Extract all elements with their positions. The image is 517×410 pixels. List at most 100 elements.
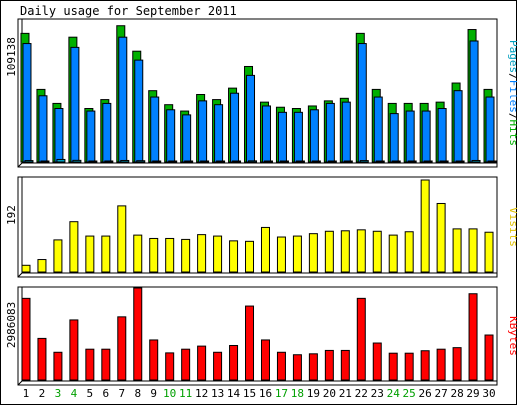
visits-bar-11 — [181, 238, 191, 273]
kbytes-bar-26 — [420, 350, 430, 381]
kbytes-bar-9 — [149, 339, 159, 381]
visits-bar-20 — [324, 230, 334, 273]
pages-bar-21 — [343, 160, 353, 163]
kbytes-bar-2 — [37, 337, 47, 381]
kbytes-bar-1 — [21, 297, 31, 381]
axis-label-2: KBytes — [507, 316, 517, 356]
visits-bar-4 — [69, 221, 79, 273]
kbytes-bar-13 — [213, 351, 223, 381]
x-tick-label-6: 6 — [103, 387, 110, 400]
files-bar-30 — [485, 96, 495, 163]
pages-bar-1 — [24, 160, 34, 163]
visits-bar-16 — [260, 226, 270, 273]
files-bar-17 — [277, 111, 287, 163]
x-tick-label-24: 24 — [387, 387, 401, 400]
kbytes-bar-18 — [292, 354, 302, 381]
kbytes-bar-3 — [53, 351, 63, 381]
kbytes-bar-22 — [356, 297, 366, 381]
axis-label-part-1: Pages — [507, 40, 517, 73]
pages-bar-19 — [311, 160, 321, 163]
pages-bar-14 — [232, 160, 242, 163]
files-bar-13 — [214, 104, 224, 163]
visits-bar-27 — [436, 202, 446, 273]
files-bar-19 — [309, 109, 319, 163]
visits-bar-25 — [404, 231, 414, 273]
visits-bar-15 — [245, 240, 255, 273]
kbytes-bar-23 — [372, 342, 382, 381]
visits-bar-28 — [452, 228, 462, 273]
kbytes-bar-21 — [340, 349, 350, 381]
x-tick-label-27: 27 — [434, 387, 447, 400]
files-bar-2 — [38, 95, 48, 163]
kbytes-bar-6 — [101, 348, 111, 381]
files-bar-4 — [70, 46, 80, 163]
panel-frame-3 — [17, 286, 498, 386]
visits-bar-17 — [276, 236, 286, 273]
panel-frame-2 — [17, 176, 498, 278]
visits-bar-22 — [356, 229, 366, 273]
x-tick-label-2: 2 — [39, 387, 46, 400]
files-bar-22 — [357, 43, 367, 163]
visits-bar-7 — [117, 205, 127, 273]
kbytes-bar-19 — [308, 353, 318, 381]
kbytes-bar-24 — [388, 352, 398, 381]
pages-bar-5 — [88, 160, 98, 163]
pages-bar-16 — [263, 160, 273, 163]
files-bar-25 — [405, 110, 415, 163]
chart-title: Daily usage for September 2011 — [20, 4, 237, 18]
pages-bar-10 — [168, 160, 178, 163]
x-tick-label-16: 16 — [259, 387, 272, 400]
files-bar-26 — [421, 110, 431, 163]
pages-bar-4 — [72, 159, 82, 163]
kbytes-bar-27 — [436, 348, 446, 381]
visits-bar-19 — [308, 233, 318, 273]
x-tick-label-22: 22 — [355, 387, 368, 400]
visits-bar-30 — [484, 231, 494, 273]
x-tick-label-4: 4 — [71, 387, 78, 400]
x-tick-label-18: 18 — [291, 387, 304, 400]
visits-bar-10 — [165, 237, 175, 273]
pages-bar-28 — [455, 160, 465, 163]
kbytes-bar-12 — [197, 345, 207, 381]
kbytes-bar-28 — [452, 347, 462, 381]
pages-bar-20 — [327, 160, 337, 163]
x-tick-label-10: 10 — [163, 387, 176, 400]
y-max-label-0: 109138 — [5, 37, 18, 77]
kbytes-bar-14 — [229, 344, 239, 381]
visits-bar-8 — [133, 234, 143, 273]
files-bar-1 — [22, 43, 32, 163]
kbytes-bar-25 — [404, 352, 414, 381]
x-tick-label-17: 17 — [275, 387, 288, 400]
kbytes-bar-10 — [165, 352, 175, 381]
pages-bar-2 — [40, 160, 50, 163]
x-tick-label-28: 28 — [450, 387, 463, 400]
visits-bar-14 — [229, 240, 239, 273]
pages-bar-17 — [279, 160, 289, 163]
pages-bar-13 — [216, 160, 226, 163]
x-tick-label-9: 9 — [150, 387, 157, 400]
files-bar-9 — [150, 96, 160, 163]
axis-label-part-2: Files — [507, 80, 517, 113]
kbytes-bar-20 — [324, 349, 334, 381]
x-tick-label-19: 19 — [307, 387, 320, 400]
files-bar-18 — [293, 111, 303, 163]
files-bar-5 — [86, 110, 96, 163]
files-bar-6 — [102, 102, 112, 163]
files-bar-10 — [166, 109, 176, 163]
pages-bar-6 — [104, 160, 114, 163]
x-tick-label-7: 7 — [118, 387, 125, 400]
pages-bar-22 — [359, 160, 369, 163]
visits-bar-18 — [292, 235, 302, 273]
files-bar-8 — [134, 59, 144, 163]
files-bar-11 — [182, 114, 192, 163]
files-bar-23 — [373, 96, 383, 163]
visits-bar-13 — [213, 235, 223, 273]
pages-bar-23 — [375, 160, 385, 163]
kbytes-bar-17 — [276, 351, 286, 381]
pages-bar-25 — [407, 160, 417, 163]
y-max-label-1: 192 — [5, 205, 18, 225]
visits-bar-2 — [37, 259, 47, 273]
kbytes-bar-8 — [133, 287, 143, 381]
pages-bar-27 — [439, 160, 449, 163]
